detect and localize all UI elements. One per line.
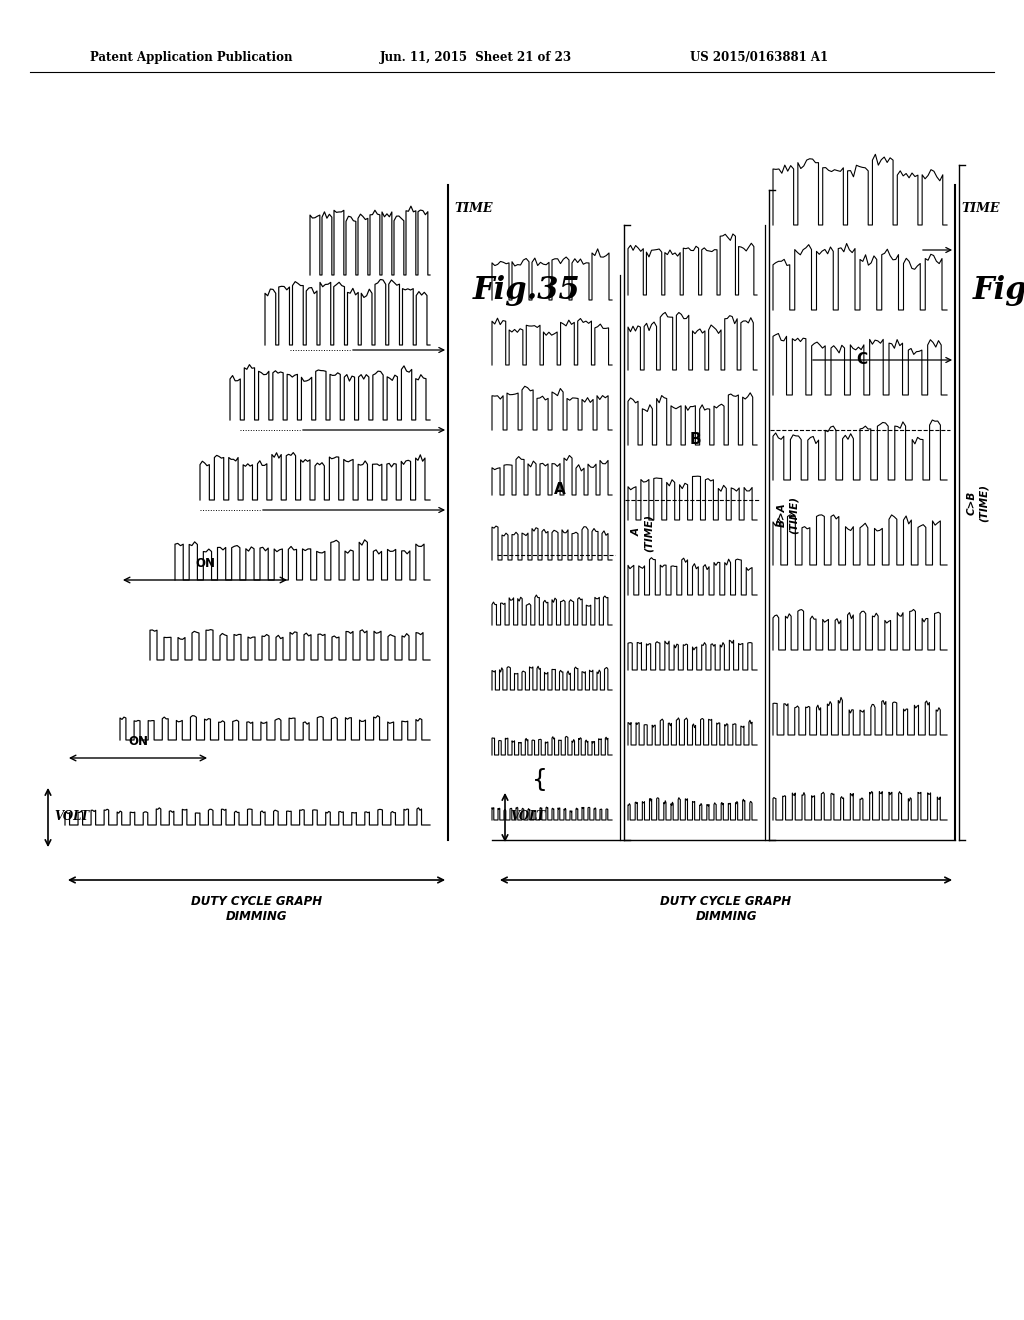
Text: TIME: TIME: [454, 202, 493, 214]
Text: {: {: [532, 768, 548, 792]
Text: TIME: TIME: [961, 202, 999, 214]
Text: Fig.36: Fig.36: [973, 275, 1024, 305]
Text: ON: ON: [128, 735, 148, 748]
Text: C>B
(TIME): C>B (TIME): [967, 483, 988, 521]
Text: A: A: [554, 483, 566, 498]
Text: DUTY CYCLE GRAPH
DIMMING: DUTY CYCLE GRAPH DIMMING: [660, 895, 792, 923]
Text: ON: ON: [195, 557, 215, 570]
Text: US 2015/0163881 A1: US 2015/0163881 A1: [690, 51, 828, 65]
Text: C: C: [856, 352, 867, 367]
Text: Jun. 11, 2015  Sheet 21 of 23: Jun. 11, 2015 Sheet 21 of 23: [380, 51, 572, 65]
Text: VOLT: VOLT: [510, 810, 545, 824]
Text: DUTY CYCLE GRAPH
DIMMING: DUTY CYCLE GRAPH DIMMING: [190, 895, 323, 923]
Text: VOLT: VOLT: [54, 810, 89, 824]
Text: Fig.35: Fig.35: [473, 275, 581, 305]
Text: Patent Application Publication: Patent Application Publication: [90, 51, 293, 65]
Text: A
(TIME): A (TIME): [632, 513, 653, 552]
Text: B: B: [689, 433, 700, 447]
Text: B>A
(TIME): B>A (TIME): [777, 496, 799, 535]
